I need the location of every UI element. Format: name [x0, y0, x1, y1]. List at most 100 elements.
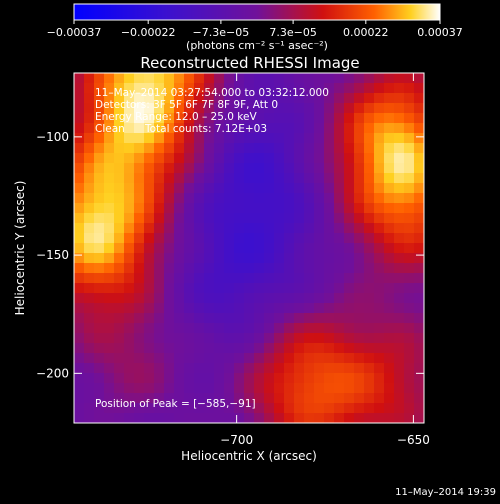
- heatmap-cell: [334, 293, 345, 304]
- annotation-detectors: Detectors: 3F 5F 6F 7F 8F 9F, Att 0: [95, 99, 278, 111]
- heatmap-cell: [204, 263, 215, 274]
- heatmap-cell: [364, 103, 375, 114]
- heatmap-cell: [184, 253, 195, 264]
- heatmap-cell: [404, 333, 415, 344]
- heatmap-cell: [114, 243, 125, 254]
- heatmap-cell: [124, 83, 135, 94]
- heatmap-cell: [404, 343, 415, 354]
- heatmap-cell: [334, 373, 345, 384]
- heatmap-cell: [254, 413, 265, 424]
- heatmap-cell: [194, 343, 205, 354]
- heatmap-cell: [294, 273, 305, 284]
- heatmap-cell: [184, 193, 195, 204]
- heatmap-cell: [364, 153, 375, 164]
- heatmap-cell: [274, 233, 285, 244]
- heatmap-cell: [244, 243, 255, 254]
- heatmap-cell: [94, 73, 105, 84]
- heatmap-cell: [194, 163, 205, 174]
- heatmap-cell: [324, 103, 335, 114]
- heatmap-cell: [74, 213, 85, 224]
- heatmap-cell: [384, 363, 395, 374]
- heatmap-cell: [184, 133, 195, 144]
- heatmap-cell: [274, 413, 285, 424]
- heatmap-cell: [244, 413, 255, 424]
- heatmap-cell: [74, 353, 85, 364]
- heatmap-cell: [304, 223, 315, 234]
- heatmap-cell: [224, 243, 235, 254]
- heatmap-cell: [144, 253, 155, 264]
- heatmap-cell: [74, 143, 85, 154]
- heatmap-cell: [214, 293, 225, 304]
- heatmap-cell: [154, 383, 165, 394]
- heatmap-cell: [74, 133, 85, 144]
- heatmap-cell: [84, 413, 95, 424]
- heatmap-cell: [374, 143, 385, 154]
- heatmap-cell: [394, 73, 405, 84]
- heatmap-cell: [104, 263, 115, 274]
- heatmap-cell: [384, 223, 395, 234]
- heatmap-cell: [224, 153, 235, 164]
- heatmap-cell: [404, 263, 415, 274]
- heatmap-cell: [374, 313, 385, 324]
- heatmap-cell: [94, 373, 105, 384]
- heatmap-cell: [244, 343, 255, 354]
- heatmap-cell: [294, 83, 305, 94]
- heatmap-cell: [364, 243, 375, 254]
- heatmap-cell: [254, 353, 265, 364]
- heatmap-cell: [114, 73, 125, 84]
- heatmap-cell: [304, 173, 315, 184]
- heatmap-cell: [74, 333, 85, 344]
- heatmap-cell: [174, 313, 185, 324]
- heatmap-cell: [224, 343, 235, 354]
- heatmap-cell: [264, 333, 275, 344]
- heatmap-cell: [384, 243, 395, 254]
- heatmap-cell: [174, 333, 185, 344]
- heatmap-cell: [114, 393, 125, 404]
- heatmap-cell: [324, 343, 335, 354]
- heatmap-cell: [134, 283, 145, 294]
- heatmap-cell: [354, 353, 365, 364]
- heatmap-cell: [274, 333, 285, 344]
- heatmap-cell: [174, 253, 185, 264]
- heatmap-cell: [184, 203, 195, 214]
- heatmap-cell: [194, 383, 205, 394]
- heatmap-cell: [284, 363, 295, 374]
- heatmap-cell: [84, 73, 95, 84]
- heatmap-cell: [184, 123, 195, 134]
- heatmap-cell: [174, 93, 185, 104]
- heatmap-cell: [324, 263, 335, 274]
- heatmap-cell: [414, 273, 425, 284]
- heatmap-cell: [324, 173, 335, 184]
- heatmap-cell: [304, 353, 315, 364]
- heatmap-cell: [364, 73, 375, 84]
- heatmap-cell: [404, 123, 415, 134]
- heatmap-cell: [234, 413, 245, 424]
- heatmap-cell: [354, 163, 365, 174]
- heatmap-cell: [104, 323, 115, 334]
- heatmap-cell: [304, 93, 315, 104]
- heatmap-cell: [264, 343, 275, 354]
- heatmap-cell: [254, 383, 265, 394]
- annotation-peak: Position of Peak = [−585,−91]: [95, 398, 256, 410]
- heatmap-cell: [284, 143, 295, 154]
- heatmap-cell: [264, 373, 275, 384]
- heatmap-cell: [174, 123, 185, 134]
- heatmap-cell: [234, 243, 245, 254]
- heatmap-cell: [314, 153, 325, 164]
- heatmap-cell: [174, 343, 185, 354]
- heatmap-cell: [344, 303, 355, 314]
- heatmap-cell: [184, 303, 195, 314]
- heatmap-cell: [274, 273, 285, 284]
- heatmap-cell: [164, 253, 175, 264]
- heatmap-cell: [304, 303, 315, 314]
- heatmap-cell: [394, 303, 405, 314]
- heatmap-cell: [414, 163, 425, 174]
- heatmap-cell: [114, 223, 125, 234]
- heatmap-cell: [374, 163, 385, 174]
- heatmap-cell: [354, 233, 365, 244]
- heatmap-cell: [104, 143, 115, 154]
- heatmap-cell: [234, 323, 245, 334]
- heatmap-cell: [314, 323, 325, 334]
- heatmap-cell: [204, 233, 215, 244]
